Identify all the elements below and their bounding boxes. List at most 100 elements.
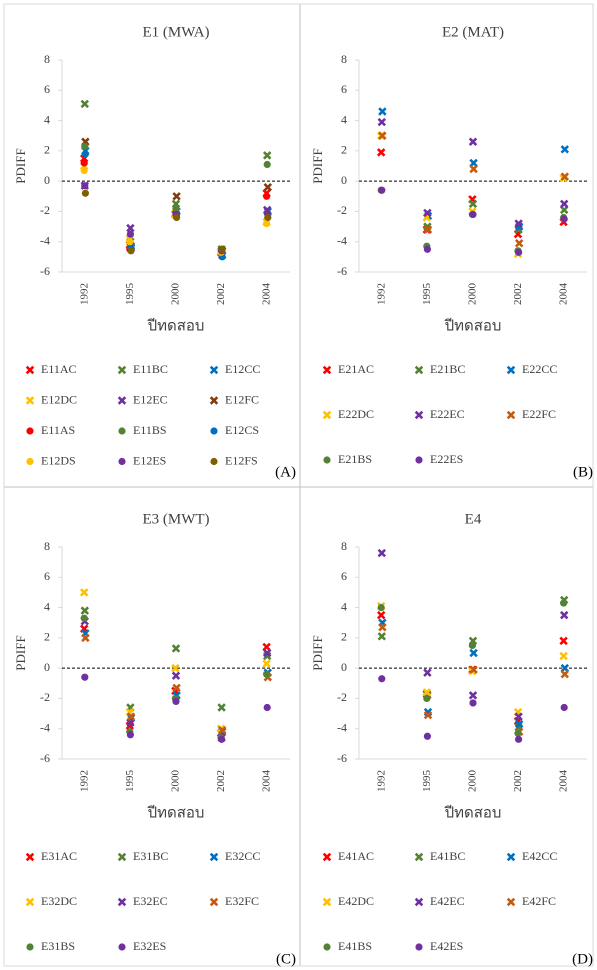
dot-marker [26, 457, 34, 466]
cross-marker [422, 688, 432, 697]
chart-title: E3 (MWT) [142, 511, 209, 527]
dot-marker [560, 215, 568, 223]
legend-label: E11AS [41, 423, 75, 437]
legend-label: E12ES [133, 453, 166, 467]
cross-marker [126, 712, 136, 721]
cross-marker [217, 703, 226, 712]
legend-label: E12CS [225, 423, 259, 437]
cross-marker [209, 897, 219, 907]
dot-marker [378, 186, 386, 194]
cross-marker [414, 897, 424, 907]
panel-label: (D) [572, 951, 593, 967]
cross-marker [423, 225, 433, 234]
dot-marker [218, 245, 226, 253]
cross-marker [423, 710, 433, 720]
y-tick-label: 2 [44, 630, 50, 644]
x-tick-label: 1992 [78, 770, 90, 792]
dot-marker [415, 943, 423, 951]
x-tick-label: 1992 [78, 283, 90, 305]
dot-marker [210, 427, 218, 435]
x-tick-label: 2004 [558, 283, 570, 306]
dot-marker [469, 210, 477, 219]
dot-marker [218, 735, 226, 743]
legend-label: E41AC [338, 849, 374, 863]
legend-label: E22ES [430, 452, 463, 466]
y-tick-label: -4 [40, 720, 50, 734]
cross-marker [559, 636, 568, 646]
dot-marker [210, 457, 218, 466]
y-tick-label: 0 [44, 660, 50, 674]
x-tick-label: 2000 [467, 770, 479, 793]
cross-marker [414, 852, 424, 862]
y-tick-label: 6 [44, 569, 50, 583]
cross-marker [559, 610, 569, 620]
cross-marker [506, 410, 516, 420]
legend-label: E22EC [430, 407, 465, 421]
dot-marker [172, 204, 180, 212]
legend-label: E22DC [338, 407, 374, 421]
legend-label: E11BC [133, 362, 168, 376]
x-axis-label: ปีทดสอบ [444, 317, 502, 334]
y-tick-label: 8 [44, 539, 50, 553]
cross-marker [506, 365, 516, 375]
y-tick-label: 8 [341, 52, 347, 66]
cross-marker [25, 365, 35, 375]
dot-marker [126, 731, 134, 739]
cross-marker [514, 712, 523, 721]
cross-marker [209, 365, 219, 375]
dot-marker [323, 943, 331, 951]
cross-marker [423, 208, 432, 218]
y-tick-label: 0 [341, 173, 347, 187]
y-tick-label: 0 [341, 660, 347, 674]
y-tick-label: 2 [341, 630, 347, 644]
y-tick-label: -6 [40, 264, 50, 278]
legend-label: E22CC [522, 362, 557, 376]
cross-marker [171, 644, 181, 653]
cross-marker [376, 148, 386, 157]
legend-label: E42FC [522, 894, 556, 908]
dot-marker [26, 943, 34, 951]
dot-marker [263, 219, 271, 228]
cross-marker [469, 648, 478, 658]
x-axis-label: ปีทดสอบ [147, 804, 205, 821]
dot-marker [81, 182, 89, 190]
legend-label: E21BS [338, 452, 372, 466]
x-tick-label: 2002 [215, 770, 227, 792]
legend-label: E21AC [338, 362, 374, 376]
cross-marker [117, 365, 127, 375]
dot-marker [81, 189, 89, 197]
cross-marker [506, 852, 516, 862]
cross-marker [468, 691, 478, 700]
cross-marker [79, 588, 89, 597]
legend-label: E32CC [225, 849, 260, 863]
x-tick-label: 2002 [215, 283, 227, 305]
cross-marker [559, 651, 568, 661]
cross-marker [25, 852, 35, 862]
dot-marker [118, 427, 126, 435]
y-tick-label: 6 [44, 82, 50, 96]
dot-marker [81, 142, 89, 150]
x-tick-label: 2000 [170, 770, 182, 793]
chart-title: E2 (MAT) [442, 24, 504, 40]
cross-marker [262, 642, 271, 652]
legend-label: E42EC [430, 894, 465, 908]
legend-label: E11BS [133, 423, 167, 437]
dot-marker [26, 427, 34, 435]
cross-marker [376, 610, 386, 620]
y-axis-label: PDIFF [310, 635, 325, 670]
legend-label: E12FC [225, 392, 259, 406]
legend-label: E12DS [41, 453, 76, 467]
cross-marker [322, 365, 332, 375]
x-tick-label: 1995 [421, 770, 433, 793]
dot-marker [423, 245, 431, 253]
y-tick-label: 2 [44, 143, 50, 157]
cross-marker [209, 396, 219, 405]
cross-marker [514, 719, 524, 729]
cross-marker [560, 669, 570, 679]
cross-marker [81, 633, 90, 643]
dot-marker [378, 675, 386, 683]
chart-title: E1 (MWA) [142, 24, 209, 40]
cross-marker [25, 396, 35, 405]
y-axis-label: PDIFF [310, 148, 325, 183]
cross-marker [117, 852, 127, 862]
